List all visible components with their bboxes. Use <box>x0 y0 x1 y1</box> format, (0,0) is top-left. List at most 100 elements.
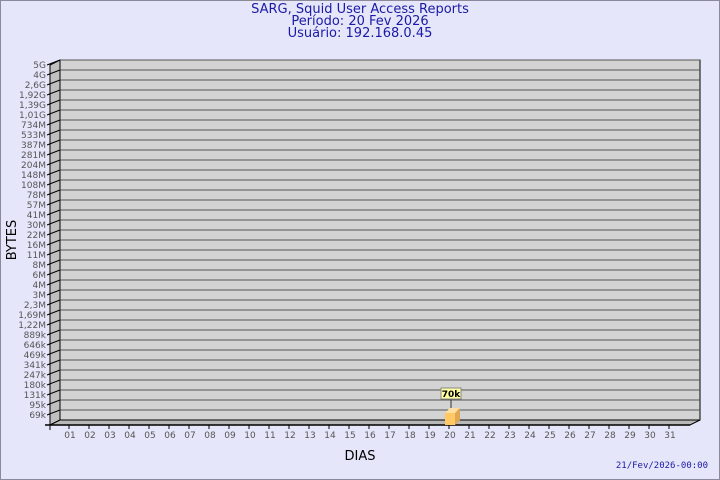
y-tick <box>46 69 61 76</box>
y-tick-label: 8M <box>33 261 47 271</box>
bar-side-day-20 <box>455 408 460 425</box>
y-tick-label: 41M <box>27 211 46 221</box>
y-tick <box>46 209 61 216</box>
y-tick <box>46 309 61 316</box>
y-tick-label: 6M <box>33 271 47 281</box>
y-tick <box>46 389 61 396</box>
x-tick-label: 30 <box>644 431 656 441</box>
y-tick <box>46 229 61 236</box>
y-tick-label: 180k <box>24 381 47 391</box>
x-tick-label: 15 <box>344 431 355 441</box>
generated-timestamp: 21/Fev/2026-00:00 <box>615 461 708 471</box>
y-tick-label: 108M <box>21 181 46 191</box>
y-tick-label: 4G <box>33 71 46 81</box>
y-tick <box>46 139 61 146</box>
x-tick-label: 10 <box>244 431 256 441</box>
x-tick-label: 01 <box>64 431 75 441</box>
y-tick-label: 1,22M <box>18 321 46 331</box>
y-tick <box>46 399 61 406</box>
y-tick-label: 5G <box>33 61 46 71</box>
x-tick-label: 09 <box>224 431 236 441</box>
x-tick-label: 31 <box>664 431 675 441</box>
x-tick-label: 25 <box>544 431 555 441</box>
y-tick-label: 3M <box>33 291 47 301</box>
x-tick-label: 03 <box>104 431 115 441</box>
x-tick-label: 04 <box>124 431 136 441</box>
x-tick-label: 23 <box>504 431 515 441</box>
y-tick <box>46 239 61 246</box>
x-tick-label: 28 <box>604 431 616 441</box>
x-tick-label: 14 <box>324 431 336 441</box>
y-tick <box>46 259 61 266</box>
x-axis-label: DIAS <box>345 449 376 464</box>
y-tick <box>46 369 61 376</box>
y-tick <box>46 149 61 156</box>
y-tick-label: 57M <box>27 201 46 211</box>
x-tick-label: 16 <box>364 431 376 441</box>
x-tick-label: 21 <box>464 431 475 441</box>
y-tick-label: 341k <box>24 361 47 371</box>
y-tick <box>46 109 61 116</box>
y-tick <box>46 199 61 206</box>
x-tick-label: 26 <box>564 431 576 441</box>
y-tick-label: 2,3M <box>24 301 46 311</box>
y-tick-label: 2,6G <box>25 81 46 91</box>
y-tick-label: 247k <box>24 371 47 381</box>
y-tick <box>46 359 61 366</box>
y-tick-label: 16M <box>27 241 46 251</box>
y-tick-label: 889k <box>24 331 47 341</box>
y-tick <box>46 299 61 306</box>
x-tick-label: 07 <box>184 431 195 441</box>
y-tick <box>46 339 61 346</box>
y-tick <box>46 189 61 196</box>
y-tick <box>46 269 61 276</box>
x-tick-label: 18 <box>404 431 416 441</box>
y-tick-label: 646k <box>24 341 47 351</box>
y-tick-label: 148M <box>21 171 46 181</box>
y-tick-label: 469k <box>24 351 47 361</box>
y-axis-label: BYTES <box>5 220 20 261</box>
y-tick <box>46 219 61 226</box>
x-tick-label: 19 <box>424 431 436 441</box>
y-tick-label: 1,39G <box>19 101 46 111</box>
x-tick-label: 24 <box>524 431 536 441</box>
x-tick-label: 02 <box>84 431 95 441</box>
y-tick-label: 30M <box>27 221 46 231</box>
x-tick-label: 08 <box>204 431 216 441</box>
y-tick-label: 78M <box>27 191 46 201</box>
y-tick <box>46 329 61 336</box>
x-tick-label: 22 <box>484 431 495 441</box>
x-tick-label: 29 <box>624 431 636 441</box>
chart-title: SARG, Squid User Access Reports <box>251 2 469 17</box>
y-tick-label: 734M <box>21 121 46 131</box>
y-tick-label: 533M <box>21 131 46 141</box>
x-tick-label: 17 <box>384 431 395 441</box>
y-tick-label: 95k <box>29 401 46 411</box>
y-tick-label: 387M <box>21 141 46 151</box>
chart-user: Usuário: 192.168.0.45 <box>287 26 433 41</box>
x-tick-label: 05 <box>144 431 155 441</box>
y-tick <box>46 289 61 296</box>
y-tick <box>46 319 61 326</box>
data-label-box <box>440 387 462 400</box>
y-tick <box>46 379 61 386</box>
y-tick <box>46 79 61 86</box>
y-tick <box>46 119 61 126</box>
y-tick-label: 4M <box>33 281 47 291</box>
y-tick-label: 1,69M <box>18 311 46 321</box>
y-tick <box>46 249 61 256</box>
x-tick-label: 11 <box>264 431 275 441</box>
y-tick-label: 69k <box>29 411 46 421</box>
x-tick-label: 06 <box>164 431 176 441</box>
x-tick-label: 13 <box>304 431 315 441</box>
y-tick-label: 1,01G <box>19 111 46 121</box>
y-tick <box>46 129 61 136</box>
y-tick-label: 204M <box>21 161 46 171</box>
y-tick <box>46 279 61 286</box>
y-tick <box>46 99 61 106</box>
y-tick <box>46 409 61 416</box>
y-tick-label: 131k <box>24 391 47 401</box>
y-tick-label: 22M <box>27 231 46 241</box>
y-tick <box>46 349 61 356</box>
